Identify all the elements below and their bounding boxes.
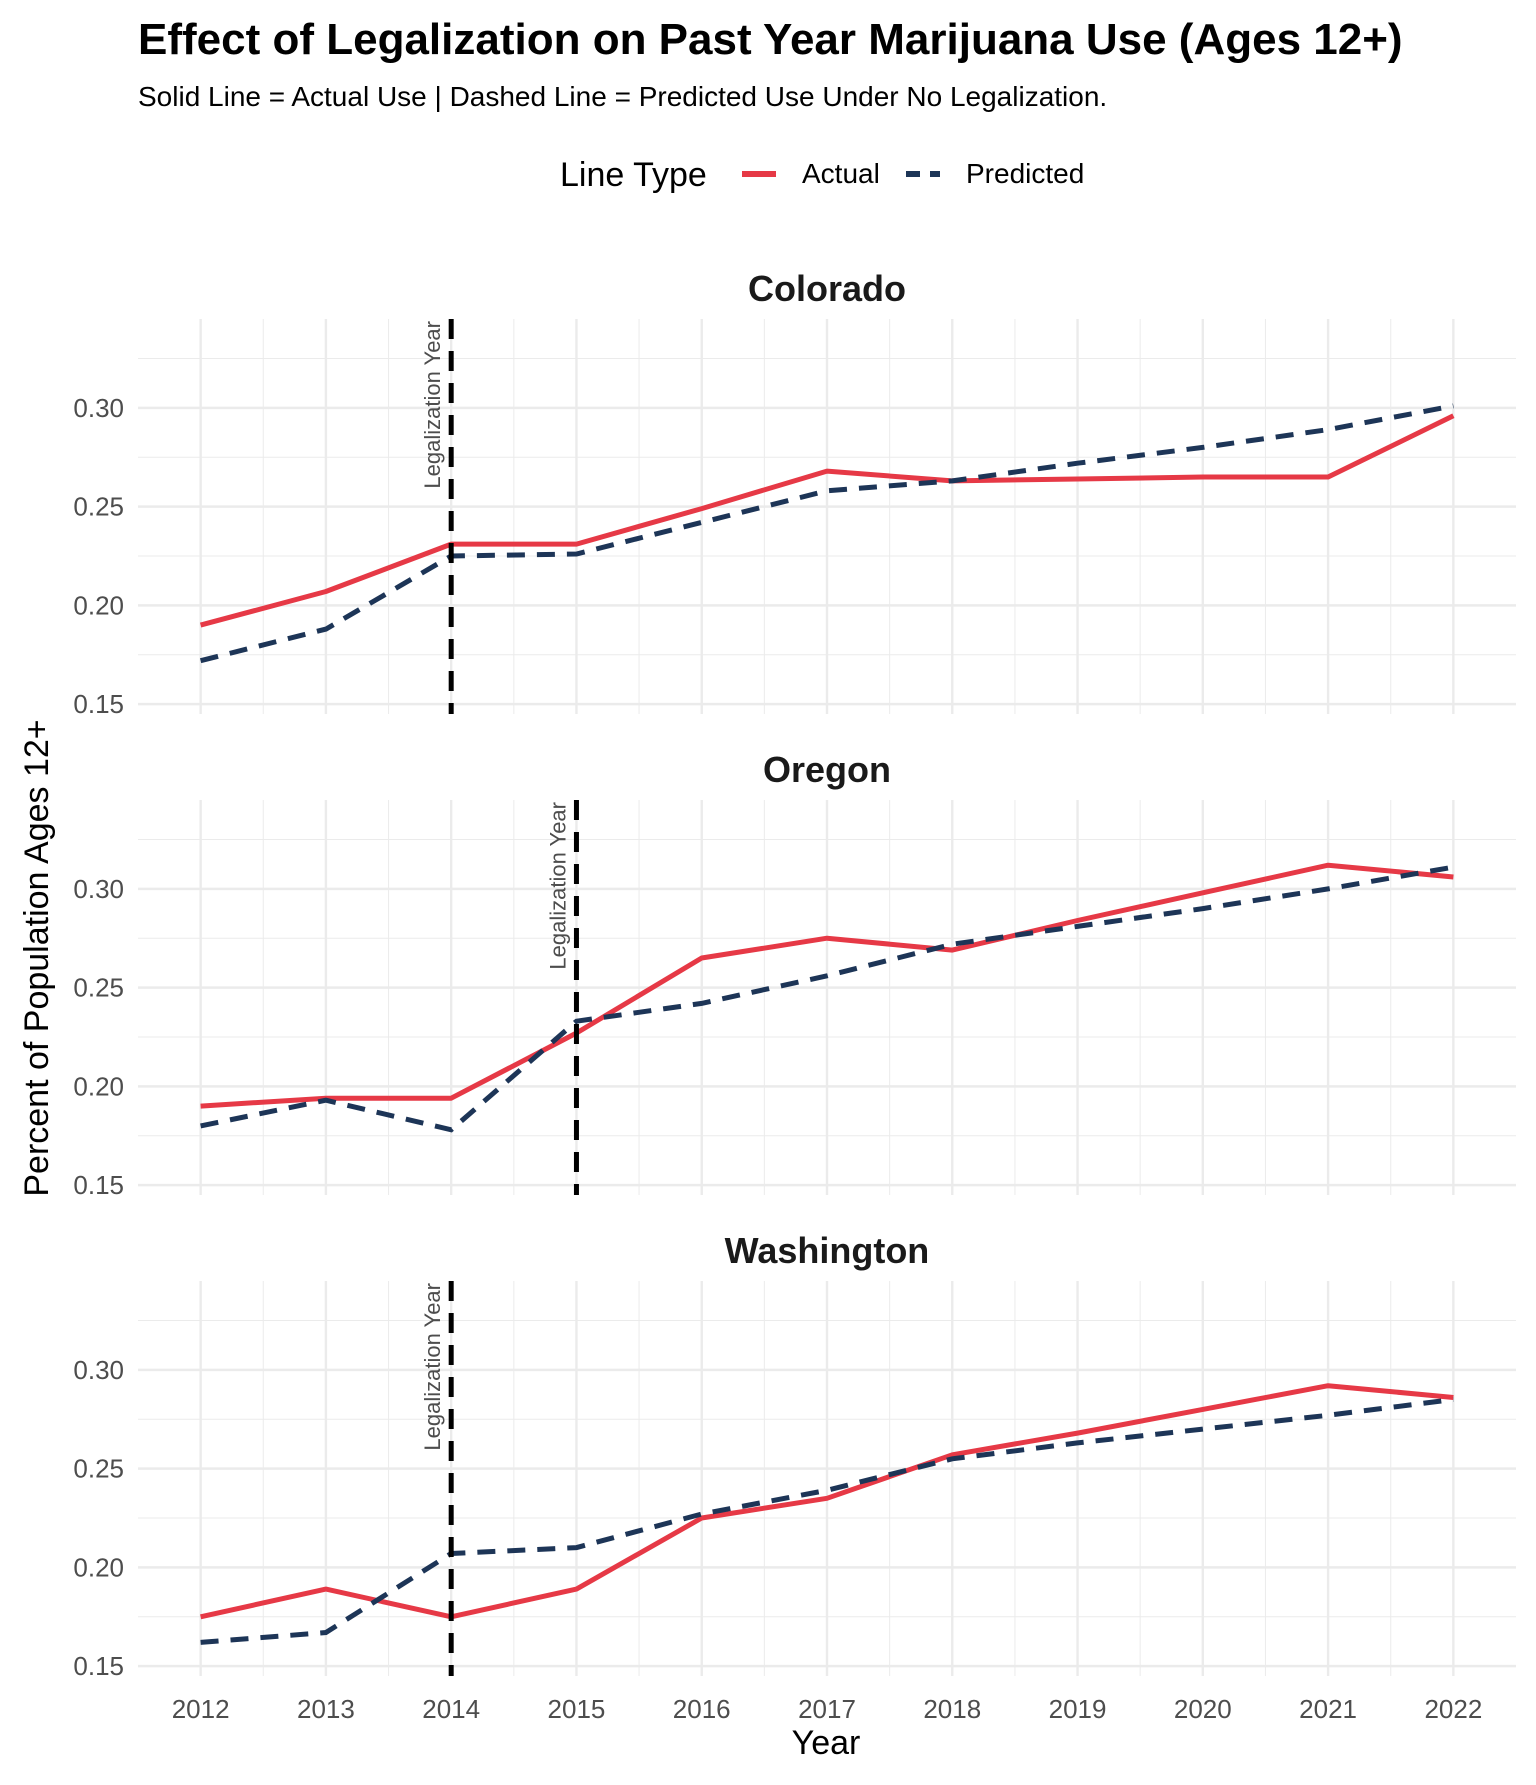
x-tick-label: 2021 xyxy=(1299,1694,1357,1724)
panel-colorado: Colorado 0.15 0.20 0.25 0.30 Legalization Yea… xyxy=(73,268,1516,719)
x-tick-label: 2013 xyxy=(297,1694,355,1724)
chart-title: Effect of Legalization on Past Year Mari… xyxy=(138,15,1403,64)
x-tick-label: 2014 xyxy=(422,1694,480,1724)
y-tick-label: 0.20 xyxy=(73,590,124,620)
series-line-actual xyxy=(200,1383,1454,1620)
panel-washington: Washington 0.15 0.20 0.25 0.30 Legalization Y… xyxy=(73,1230,1516,1681)
series-line-predicted xyxy=(200,1397,1454,1645)
y-tick-label: 0.25 xyxy=(73,492,124,522)
y-tick-label: 0.25 xyxy=(73,973,124,1003)
series-line-predicted xyxy=(199,403,1454,664)
y-tick-label: 0.25 xyxy=(73,1454,124,1484)
x-axis-ticks: 2012 2013 2014 2015 2016 2017 2018 2019 2020 2021… xyxy=(172,1694,1483,1724)
y-axis-title: Percent of Population Ages 12+ xyxy=(18,719,56,1196)
facet-title: Oregon xyxy=(763,749,891,790)
y-tick-label: 0.20 xyxy=(73,1552,124,1582)
series-line-predicted xyxy=(200,864,1454,1133)
y-tick-label: 0.15 xyxy=(73,689,124,719)
facet-title: Washington xyxy=(725,1230,930,1271)
legend-title: Line Type xyxy=(560,156,707,194)
x-tick-label: 2020 xyxy=(1174,1694,1232,1724)
x-tick-label: 2019 xyxy=(1049,1694,1107,1724)
y-tick-label: 0.15 xyxy=(73,1170,124,1200)
x-tick-label: 2015 xyxy=(548,1694,606,1724)
legend-label-predicted: Predicted xyxy=(966,158,1084,189)
y-tick-label: 0.20 xyxy=(73,1071,124,1101)
x-tick-label: 2016 xyxy=(673,1694,731,1724)
legalization-annotation: Legalization Year xyxy=(545,802,570,970)
x-tick-label: 2017 xyxy=(798,1694,856,1724)
x-axis-title: Year xyxy=(792,1724,861,1762)
facet-panels: Colorado 0.15 0.20 0.25 0.30 Legalization Yea… xyxy=(73,268,1516,1681)
panel-oregon: Oregon 0.15 0.20 0.25 0.30 Legalization Year xyxy=(73,749,1516,1200)
series-line-actual xyxy=(199,413,1455,628)
facet-title: Colorado xyxy=(748,268,906,309)
y-tick-label: 0.15 xyxy=(73,1651,124,1681)
y-tick-label: 0.30 xyxy=(73,393,124,423)
legend-label-actual: Actual xyxy=(802,158,880,189)
y-tick-label: 0.30 xyxy=(73,1355,124,1385)
legalization-annotation: Legalization Year xyxy=(420,321,445,489)
series-line-actual xyxy=(200,862,1454,1109)
chart-subtitle: Solid Line = Actual Use | Dashed Line = … xyxy=(138,81,1107,112)
legalization-annotation: Legalization Year xyxy=(420,1283,445,1451)
y-tick-label: 0.30 xyxy=(73,874,124,904)
x-tick-label: 2012 xyxy=(172,1694,230,1724)
x-tick-label: 2022 xyxy=(1424,1694,1482,1724)
x-tick-label: 2018 xyxy=(923,1694,981,1724)
legend: Line Type Actual Predicted xyxy=(560,156,1084,194)
